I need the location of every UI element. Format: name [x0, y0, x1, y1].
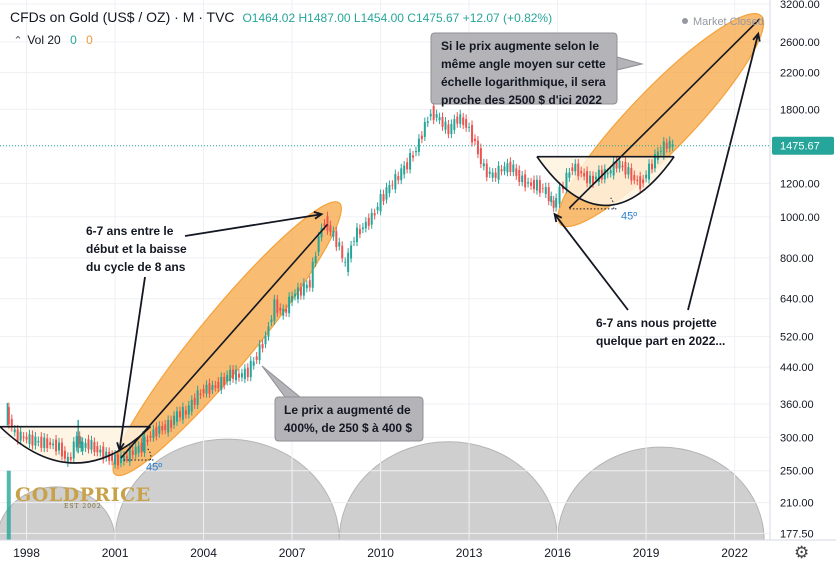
- open-value: O1464.02: [242, 11, 296, 25]
- cycle-dome-0: [0, 486, 116, 541]
- callout-text-projection-line-0: Si le prix augmente selon le: [441, 39, 599, 53]
- y-tick-label-8: 640.00: [780, 294, 814, 306]
- high-value: H1487.00: [298, 11, 351, 25]
- callout-text-400-line-1: 400%, de 250 $ à 400 $: [284, 421, 412, 435]
- note-cycle-start-line-2: du cycle de 8 ans: [86, 260, 186, 274]
- angle-label-1: 45º: [146, 462, 162, 474]
- callout-text-400: Le prix a augmenté de 400%, de 250 $ à 40…: [284, 403, 412, 435]
- settings-gear-icon[interactable]: ⚙: [794, 543, 810, 562]
- x-tick-label-3: 2007: [279, 546, 306, 560]
- volume-label: Vol 20: [27, 33, 61, 47]
- y-tick-label-14: 210.00: [780, 498, 814, 510]
- time-axis-bg: [0, 540, 836, 568]
- note-cycle-start: 6-7 ans entre le début et la baisse du cyc…: [86, 224, 187, 274]
- cup-early-curve: [0, 426, 152, 464]
- arrow-to-peak-2008-head: [313, 211, 324, 220]
- cup-recent-curve: [536, 156, 675, 207]
- angle-label-2: 45º: [621, 211, 637, 223]
- y-tick-label-6: 1000.00: [780, 212, 820, 224]
- price-axis[interactable]: 3200.00 2600.00 2200.00 1800.00 1200.00 1000.…: [0, 0, 836, 540]
- x-tick-label-7: 2019: [633, 546, 660, 560]
- arrow-to-bottom-2001: [118, 276, 146, 451]
- volume-indicator[interactable]: ⌃ Vol 20 0 0: [12, 33, 93, 47]
- price-axis-bg: [770, 0, 836, 540]
- callout-text-projection: Si le prix augmente selon le même angle m…: [441, 39, 606, 107]
- goldprice-logo: GOLDPRICE EST 2002: [15, 484, 151, 510]
- x-tick-label-8: 2022: [721, 546, 748, 560]
- note-cycle-start-line-1: début et la baisse: [86, 242, 187, 256]
- callouts: Si le prix augmente selon le même angle m…: [86, 31, 761, 453]
- cycle-dome-2: [338, 441, 559, 541]
- trendline-first-rally: [120, 223, 329, 459]
- market-status: Market Closed: [682, 16, 764, 28]
- volume-value-down: 0: [86, 33, 93, 47]
- volume-bar-0: [6, 470, 11, 540]
- x-tick-label-1: 2001: [102, 546, 129, 560]
- last-price-badge: [772, 136, 834, 155]
- y-tick-label-13: 250.00: [780, 466, 814, 478]
- status-dot-icon: [682, 18, 688, 24]
- y-tick-label-9: 520.00: [780, 332, 814, 344]
- x-tick-label-4: 2010: [367, 546, 394, 560]
- angle-arc-2: [610, 197, 615, 209]
- arrow-to-2022: [687, 33, 760, 311]
- note-cycle-2022-line-0: 6-7 ans nous projette: [596, 316, 717, 330]
- logo-tag: EST 2002: [64, 503, 102, 510]
- y-tick-label-5: 1200.00: [780, 179, 820, 191]
- trendline-projection: [568, 18, 761, 209]
- x-tick-label-2: 2004: [190, 546, 217, 560]
- callout-text-projection-line-2: échelle logarithmique, il sera: [441, 75, 606, 89]
- y-tick-label-3: 1800.00: [780, 104, 820, 116]
- y-tick-label-11: 360.00: [780, 399, 814, 411]
- note-cycle-start-line-0: 6-7 ans entre le: [86, 224, 174, 238]
- x-tick-label-0: 1998: [13, 546, 40, 560]
- y-tick-label-0: 3200.00: [780, 0, 820, 11]
- last-price-label: 1475.67: [780, 141, 820, 153]
- y-tick-label-12: 300.00: [780, 432, 814, 444]
- arrow-to-peak-2008: [184, 213, 322, 237]
- y-tick-label-7: 800.00: [780, 253, 814, 265]
- cycle-dome-1: [114, 438, 340, 541]
- callout-text-400-line-0: Le prix a augmenté de: [284, 403, 411, 417]
- y-tick-label-1: 2600.00: [780, 37, 820, 49]
- arrow-to-bottom-2016-head: [553, 212, 563, 223]
- symbol-header[interactable]: CFDs on Gold (US$ / OZ) · M · TVC O1464.…: [10, 9, 552, 25]
- logo-name: GOLDPRICE: [15, 484, 151, 506]
- callout-text-projection-line-3: proche des 2500 $ d'ici 2022: [441, 93, 602, 107]
- price-series: [6, 101, 674, 540]
- low-value: L1454.00: [353, 11, 404, 25]
- y-tick-label-2: 2200.00: [780, 68, 820, 80]
- symbol-title[interactable]: CFDs on Gold (US$ / OZ) · M · TVC: [10, 9, 235, 25]
- collapse-chevron-icon[interactable]: ⌃: [13, 35, 23, 47]
- time-axis[interactable]: 1998 2001 2004 2007 2010 2013 2016 2019 2022: [0, 539, 836, 568]
- x-tick-label-5: 2013: [456, 546, 483, 560]
- close-value: C1475.67: [407, 11, 460, 25]
- note-cycle-2022-line-1: quelque part en 2022...: [596, 334, 725, 348]
- x-tick-label-6: 2016: [544, 546, 571, 560]
- arrow-to-bottom-2016: [553, 213, 629, 311]
- volume-value-up: 0: [70, 33, 77, 47]
- angle-arc-1: [147, 448, 152, 461]
- drawing-shapes: 45º 45º: [0, 18, 761, 474]
- arrow-to-bottom-2001-head: [116, 442, 125, 453]
- callout-box-projection: [430, 32, 644, 105]
- note-cycle-2022: 6-7 ans nous projette quelque part en 202…: [596, 316, 725, 348]
- y-tick-label-15: 177.50: [780, 528, 814, 540]
- callout-text-projection-line-1: même angle moyen sur cette: [441, 57, 606, 71]
- change-value: +12.07 (+0.82%): [462, 11, 553, 25]
- market-status-text: Market Closed: [693, 16, 764, 28]
- callout-box-400: [261, 365, 424, 442]
- y-tick-label-10: 440.00: [780, 362, 814, 374]
- arrow-to-2022-head: [752, 31, 761, 42]
